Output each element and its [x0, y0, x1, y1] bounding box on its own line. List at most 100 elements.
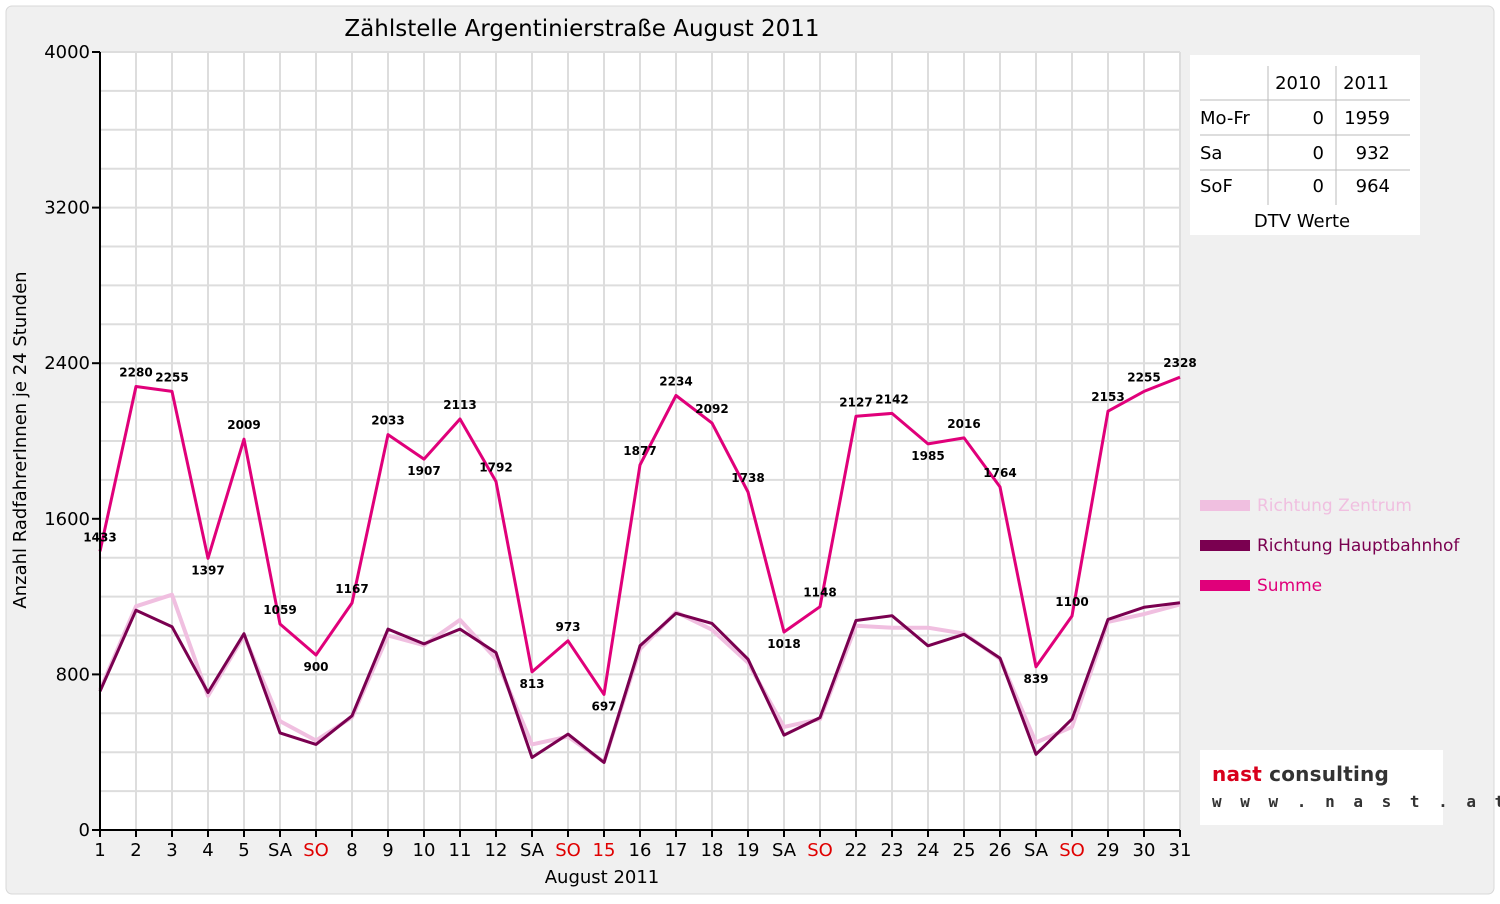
x-tick-label: 31 — [1169, 840, 1192, 861]
data-label: 2092 — [695, 402, 728, 416]
data-label: 900 — [303, 660, 328, 674]
legend-swatch-summe — [1200, 580, 1250, 591]
legend-label-hauptbahnhof: Richtung Hauptbahnhof — [1257, 536, 1460, 556]
x-tick-label: 10 — [413, 840, 436, 861]
data-label: 1018 — [767, 637, 800, 651]
data-label: 813 — [519, 677, 544, 691]
dtv-row-label: SoF — [1200, 176, 1233, 197]
dtv-cell-2011: 932 — [1356, 143, 1390, 164]
x-tick-label: 9 — [382, 840, 393, 861]
data-label: 1985 — [911, 449, 944, 463]
dtv-cell-2010: 0 — [1313, 176, 1324, 197]
data-label: 2142 — [875, 392, 908, 406]
data-label: 1877 — [623, 444, 656, 458]
x-tick-label: 1 — [94, 840, 105, 861]
x-tick-label: SA — [520, 840, 545, 861]
x-tick-label: 24 — [917, 840, 940, 861]
data-label: 2113 — [443, 398, 476, 412]
x-tick-label: 3 — [166, 840, 177, 861]
x-tick-label: SA — [772, 840, 797, 861]
axes — [92, 51, 1181, 837]
y-tick-label: 3200 — [44, 198, 90, 219]
dtv-cell-2011: 964 — [1356, 176, 1390, 197]
logo-brand-word1: nast — [1212, 762, 1262, 786]
x-tick-label: 25 — [953, 840, 976, 861]
x-tick-label: 15 — [593, 840, 616, 861]
series-layer — [98, 375, 1181, 764]
dtv-header-2011: 2011 — [1343, 73, 1389, 94]
data-label: 1167 — [335, 582, 368, 596]
legend-label-summe: Summe — [1257, 576, 1322, 596]
series-line-richtung-hauptbahnhof — [98, 601, 1181, 764]
legend-label-zentrum: Richtung Zentrum — [1257, 496, 1412, 516]
dtv-caption: DTV Werte — [1254, 211, 1350, 232]
dtv-row-label: Mo-Fr — [1200, 108, 1250, 129]
x-tick-labels: 1 2 3 4 5 SA SO 8 9 10 11 12 SA SO 15 16 17 18 19 SA SO 22 23 2… — [94, 840, 1191, 861]
x-tick-label: 11 — [449, 840, 472, 861]
x-axis-title: August 2011 — [545, 867, 660, 888]
y-tick-label: 4000 — [44, 42, 90, 63]
data-label: 1148 — [803, 586, 836, 600]
data-label: 2255 — [155, 370, 188, 384]
series-line-summe — [98, 375, 1181, 696]
data-label: 2016 — [947, 417, 980, 431]
dtv-table-background — [1190, 55, 1420, 235]
x-tick-label: 12 — [485, 840, 508, 861]
nast-consulting-logo: nast consulting w w w . n a s t . a t — [1200, 750, 1500, 825]
dtv-header-2010: 2010 — [1275, 73, 1321, 94]
x-tick-label: 22 — [845, 840, 868, 861]
data-label: 2153 — [1091, 390, 1124, 404]
data-label: 2280 — [119, 366, 152, 380]
logo-brand: nast consulting — [1212, 762, 1389, 786]
y-tick-label: 800 — [56, 664, 90, 685]
dtv-cell-2011: 1959 — [1344, 108, 1390, 129]
data-label: 1397 — [191, 563, 224, 577]
x-tick-label: 26 — [989, 840, 1012, 861]
data-label: 1059 — [263, 603, 296, 617]
dtv-cell-2010: 0 — [1313, 108, 1324, 129]
data-label: 2033 — [371, 414, 404, 428]
data-label: 1792 — [479, 460, 512, 474]
legend: Richtung Zentrum Richtung Hauptbahnhof S… — [1200, 496, 1460, 596]
x-tick-label: 18 — [701, 840, 724, 861]
logo-url: w w w . n a s t . a t — [1212, 792, 1500, 811]
x-tick-label: 4 — [202, 840, 213, 861]
data-label: 1764 — [983, 466, 1016, 480]
x-tick-label: 29 — [1097, 840, 1120, 861]
x-tick-label: 16 — [629, 840, 652, 861]
data-label: 839 — [1023, 672, 1048, 686]
x-tick-label: 19 — [737, 840, 760, 861]
data-label: 973 — [555, 620, 580, 634]
x-tick-label: 30 — [1133, 840, 1156, 861]
legend-swatch-hauptbahnhof — [1200, 540, 1250, 551]
data-label: 2127 — [839, 395, 872, 409]
x-tick-label: 5 — [238, 840, 249, 861]
x-tick-label: 23 — [881, 840, 904, 861]
y-tick-label: 0 — [79, 820, 90, 841]
chart-title: Zählstelle Argentinierstraße August 2011 — [344, 16, 819, 42]
data-label: 697 — [591, 699, 616, 713]
y-tick-labels: 0 800 1600 2400 3200 4000 — [44, 42, 90, 841]
y-tick-label: 1600 — [44, 509, 90, 530]
logo-brand-word2: consulting — [1269, 762, 1389, 786]
dtv-row-label: Sa — [1200, 143, 1222, 164]
x-tick-label: 8 — [346, 840, 357, 861]
legend-swatch-zentrum — [1200, 500, 1250, 511]
data-label: 1100 — [1055, 595, 1088, 609]
data-label: 2328 — [1163, 356, 1196, 370]
x-tick-label: SA — [268, 840, 293, 861]
data-label: 2234 — [659, 374, 692, 388]
data-label: 1738 — [731, 471, 764, 485]
x-tick-label: SO — [303, 840, 329, 861]
x-tick-label: SO — [555, 840, 581, 861]
data-label: 2009 — [227, 418, 260, 432]
x-tick-label: SO — [807, 840, 833, 861]
grid — [100, 51, 1181, 830]
x-tick-label: SA — [1024, 840, 1049, 861]
x-tick-label: 2 — [130, 840, 141, 861]
x-tick-label: 17 — [665, 840, 688, 861]
y-axis-title: Anzahl RadfahrerInnen je 24 Stunden — [10, 271, 31, 608]
